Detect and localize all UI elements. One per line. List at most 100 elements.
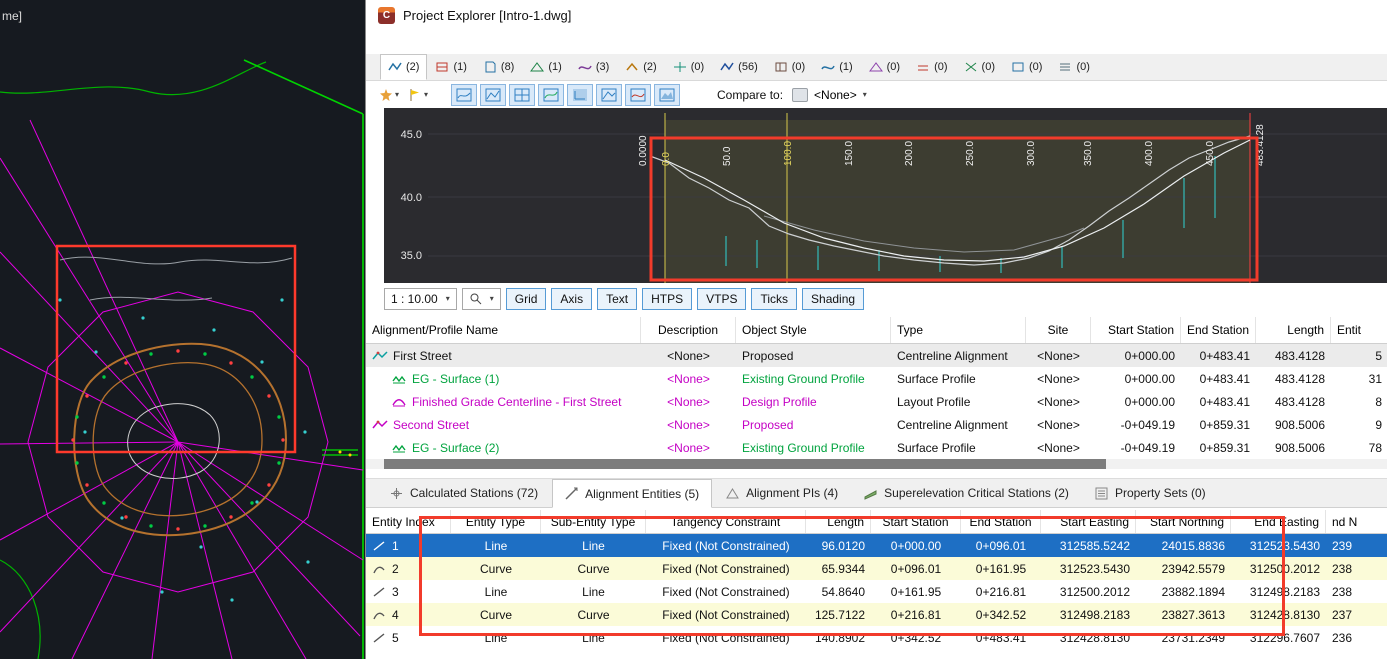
object-tab[interactable]: (0) xyxy=(861,54,908,80)
profile-wave-icon xyxy=(543,88,559,101)
table-row[interactable]: EG - Surface (2) <None> Existing Ground … xyxy=(366,436,1387,459)
flags-dropdown-button[interactable]: ▾ xyxy=(405,83,431,106)
table-row[interactable]: First Street <None> Proposed Centreline … xyxy=(366,344,1387,367)
zoom-combo[interactable]: ▾ xyxy=(461,287,501,310)
object-tab[interactable]: (0) xyxy=(766,54,813,80)
column-header[interactable]: Start Northing xyxy=(1136,510,1231,533)
detail-tab-bar: Calculated Stations (72) Alignment Entit… xyxy=(366,478,1387,508)
object-tab[interactable]: (1) xyxy=(813,54,860,80)
column-header[interactable]: Entit xyxy=(1331,317,1387,343)
green-feature xyxy=(322,449,358,457)
object-tab[interactable]: (0) xyxy=(908,54,955,80)
svg-text:0.0: 0.0 xyxy=(661,152,672,166)
profile-display-button[interactable] xyxy=(451,83,477,106)
table-row[interactable]: 5 Line Line Fixed (Not Constrained) 140.… xyxy=(366,626,1387,649)
object-tab[interactable]: (56) xyxy=(712,54,766,80)
svg-text:350.0: 350.0 xyxy=(1083,141,1094,166)
column-header[interactable]: nd N xyxy=(1326,510,1387,533)
tab-superelevation-critical-stations[interactable]: Superelevation Critical Stations (2) xyxy=(852,479,1081,507)
column-header[interactable]: End Station xyxy=(961,510,1041,533)
ticks-toggle[interactable]: Ticks xyxy=(751,287,798,310)
object-category-icon xyxy=(918,65,929,71)
column-header[interactable]: Sub-Entity Type xyxy=(541,510,646,533)
table-row[interactable]: 1 Line Line Fixed (Not Constrained) 96.0… xyxy=(366,534,1387,557)
object-tab[interactable]: (0) xyxy=(665,54,712,80)
tab-calculated-stations[interactable]: Calculated Stations (72) xyxy=(378,479,550,507)
profile-display-button[interactable] xyxy=(538,83,564,106)
caret-icon: ▾ xyxy=(862,90,867,99)
ring-road xyxy=(73,342,288,537)
object-tab[interactable]: (0) xyxy=(1003,54,1050,80)
horizontal-scrollbar[interactable] xyxy=(366,459,1387,469)
object-tab[interactable]: (2) xyxy=(380,54,428,80)
object-tab[interactable]: (1) xyxy=(427,54,474,80)
table-row[interactable]: Finished Grade Centerline - First Street… xyxy=(366,390,1387,413)
profile-view-chart[interactable]: 45.0 40.0 35.0 0.0000 0.0 50.0 100.0 150… xyxy=(384,108,1387,283)
column-header[interactable]: Description xyxy=(641,317,736,343)
row-name: EG - Surface (1) xyxy=(412,371,500,386)
svg-text:40.0: 40.0 xyxy=(401,192,422,204)
table-row[interactable]: Second Street <None> Proposed Centreline… xyxy=(366,413,1387,436)
column-header[interactable]: Tangency Constraint xyxy=(646,510,806,533)
column-header[interactable]: Site xyxy=(1026,317,1091,343)
column-header[interactable]: End Station xyxy=(1181,317,1256,343)
object-tab-count: (1) xyxy=(548,61,562,73)
tab-alignment-entities[interactable]: Alignment Entities (5) xyxy=(552,479,713,508)
grid-toggle[interactable]: Grid xyxy=(505,287,547,310)
profile-wave-icon xyxy=(485,88,501,101)
column-header[interactable]: Length xyxy=(806,510,871,533)
row-name: Second Street xyxy=(393,417,470,432)
column-header[interactable]: Type xyxy=(891,317,1026,343)
labels-dropdown-button[interactable]: ▾ xyxy=(376,83,402,106)
scrollbar-thumb[interactable] xyxy=(384,459,1106,469)
curve-entity-icon xyxy=(373,612,385,619)
tab-alignment-pis[interactable]: Alignment PIs (4) xyxy=(714,479,850,507)
profile-display-button[interactable] xyxy=(596,83,622,106)
column-header[interactable]: Object Style xyxy=(736,317,891,343)
column-header[interactable]: End Easting xyxy=(1231,510,1326,533)
table-row[interactable]: 2 Curve Curve Fixed (Not Constrained) 65… xyxy=(366,557,1387,580)
road-markers xyxy=(71,349,285,531)
entity-index: 1 xyxy=(392,538,399,553)
svg-text:35.0: 35.0 xyxy=(401,250,422,262)
profile-display-button[interactable] xyxy=(654,83,680,106)
object-tab[interactable]: (2) xyxy=(617,54,664,80)
window-title: Project Explorer [Intro-1.dwg] xyxy=(403,7,572,23)
table-row[interactable]: 4 Curve Curve Fixed (Not Constrained) 12… xyxy=(366,603,1387,626)
column-header[interactable]: Entity Index xyxy=(366,510,451,533)
list-icon xyxy=(1095,487,1108,499)
svg-text:100.0: 100.0 xyxy=(783,141,794,166)
object-tab[interactable]: (3) xyxy=(570,54,617,80)
column-header[interactable]: Start Easting xyxy=(1041,510,1136,533)
profile-display-button[interactable] xyxy=(625,83,651,106)
htps-toggle[interactable]: HTPS xyxy=(642,287,693,310)
text-toggle[interactable]: Text xyxy=(597,287,638,310)
object-tab[interactable]: (0) xyxy=(956,54,1003,80)
object-category-icon xyxy=(388,62,402,71)
vtps-toggle[interactable]: VTPS xyxy=(697,287,747,310)
column-header[interactable]: Entity Type xyxy=(451,510,541,533)
object-tab[interactable]: (1) xyxy=(522,54,569,80)
column-header[interactable]: Start Station xyxy=(1091,317,1181,343)
tab-property-sets[interactable]: Property Sets (0) xyxy=(1083,479,1218,507)
cad-viewport[interactable]: me] xyxy=(0,0,365,659)
column-header[interactable]: Start Station xyxy=(871,510,961,533)
entity-index: 5 xyxy=(392,630,399,645)
column-header[interactable]: Alignment/Profile Name xyxy=(366,317,641,343)
object-category-icon xyxy=(578,65,592,70)
profile-display-button[interactable] xyxy=(567,83,593,106)
profile-toolbar: ▾ ▾ Compare to: <None> ▾ xyxy=(366,81,1387,108)
table-row[interactable]: 3 Line Line Fixed (Not Constrained) 54.8… xyxy=(366,580,1387,603)
profile-display-button[interactable] xyxy=(509,83,535,106)
object-tab[interactable]: (0) xyxy=(1050,54,1097,80)
profile-grid-icon xyxy=(514,88,530,101)
scale-combo[interactable]: 1 : 10.00 ▾ xyxy=(384,287,457,310)
object-tab[interactable]: (8) xyxy=(475,54,522,80)
entity-index: 2 xyxy=(392,561,399,576)
axis-toggle[interactable]: Axis xyxy=(551,287,593,310)
table-row[interactable]: EG - Surface (1) <None> Existing Ground … xyxy=(366,367,1387,390)
compare-to-combo[interactable]: <None> ▾ xyxy=(792,87,867,102)
profile-display-button[interactable] xyxy=(480,83,506,106)
column-header[interactable]: Length xyxy=(1256,317,1331,343)
shading-toggle[interactable]: Shading xyxy=(802,287,865,310)
